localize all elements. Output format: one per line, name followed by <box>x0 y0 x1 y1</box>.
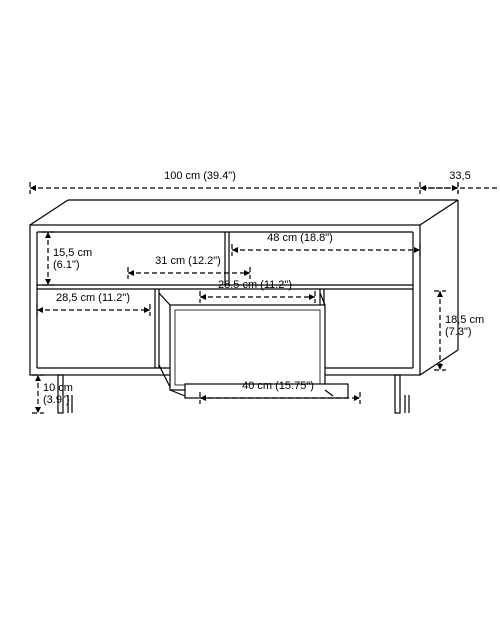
dimension-label-depth: 33,5 <box>400 171 500 182</box>
dimension-label-leg-in: (3.9") <box>43 395 70 406</box>
dimension-label-height_right: 18,5 cm <box>445 315 484 326</box>
dimension-label-shelf_mid: 31 cm (12.2") <box>128 256 248 267</box>
tv-stand-dimension-diagram <box>0 0 500 641</box>
dimension-label-height_right-in: (7.3") <box>445 327 472 338</box>
dimension-label-shelf_right: 48 cm (18.8") <box>240 233 360 244</box>
dimension-label-height_left: 15,5 cm <box>53 248 92 259</box>
dimension-label-inner_right: 28,5 cm (11.2") <box>195 280 315 291</box>
dimension-label-drawer_width: 40 cm (15.75") <box>218 381 338 392</box>
dimension-label-height_left-in: (6.1") <box>53 260 80 271</box>
dimension-label-leg: 10 cm <box>43 383 73 394</box>
dimension-label-total_width: 100 cm (39.4") <box>140 171 260 182</box>
dimension-label-inner_left: 28,5 cm (11.2") <box>33 293 153 304</box>
